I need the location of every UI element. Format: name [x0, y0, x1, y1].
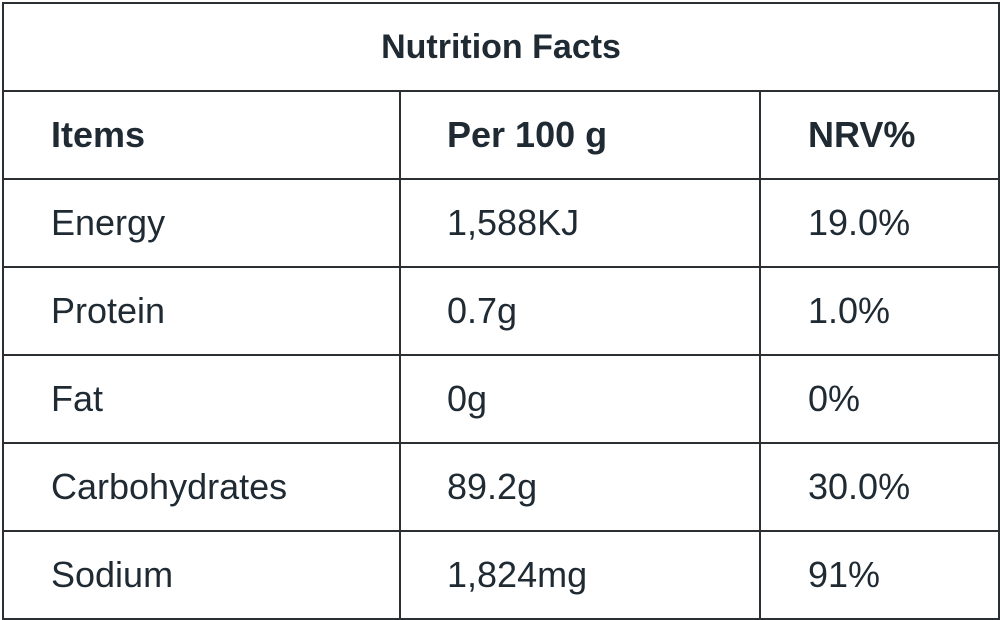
title-row: Nutrition Facts [1, 2, 1000, 92]
table-row-fat: Fat 0g 0% [2, 354, 1000, 444]
item-name: Carbohydrates [2, 442, 401, 532]
nrv-value: 1.0% [758, 266, 1000, 356]
per-100g-value: 1,588KJ [399, 178, 761, 268]
table-row-protein: Protein 0.7g 1.0% [2, 266, 1000, 356]
per-100g-value: 89.2g [399, 442, 761, 532]
item-name: Protein [2, 266, 401, 356]
nrv-value: 91% [758, 530, 1000, 620]
table-title: Nutrition Facts [1, 2, 1000, 92]
nrv-value: 19.0% [758, 178, 1000, 268]
item-name: Sodium [2, 530, 401, 620]
per-100g-value: 0.7g [399, 266, 761, 356]
nrv-value: 30.0% [758, 442, 1000, 532]
header-nrv: NRV% [758, 90, 1000, 180]
per-100g-value: 1,824mg [399, 530, 761, 620]
per-100g-value: 0g [399, 354, 761, 444]
header-items: Items [2, 90, 401, 180]
table-row-sodium: Sodium 1,824mg 91% [2, 530, 1000, 620]
table-row-energy: Energy 1,588KJ 19.0% [2, 178, 1000, 268]
nrv-value: 0% [758, 354, 1000, 444]
item-name: Energy [2, 178, 401, 268]
table-row-carbohydrates: Carbohydrates 89.2g 30.0% [2, 442, 1000, 532]
header-per-100g: Per 100 g [399, 90, 761, 180]
header-row: Items Per 100 g NRV% [2, 90, 1000, 180]
item-name: Fat [2, 354, 401, 444]
